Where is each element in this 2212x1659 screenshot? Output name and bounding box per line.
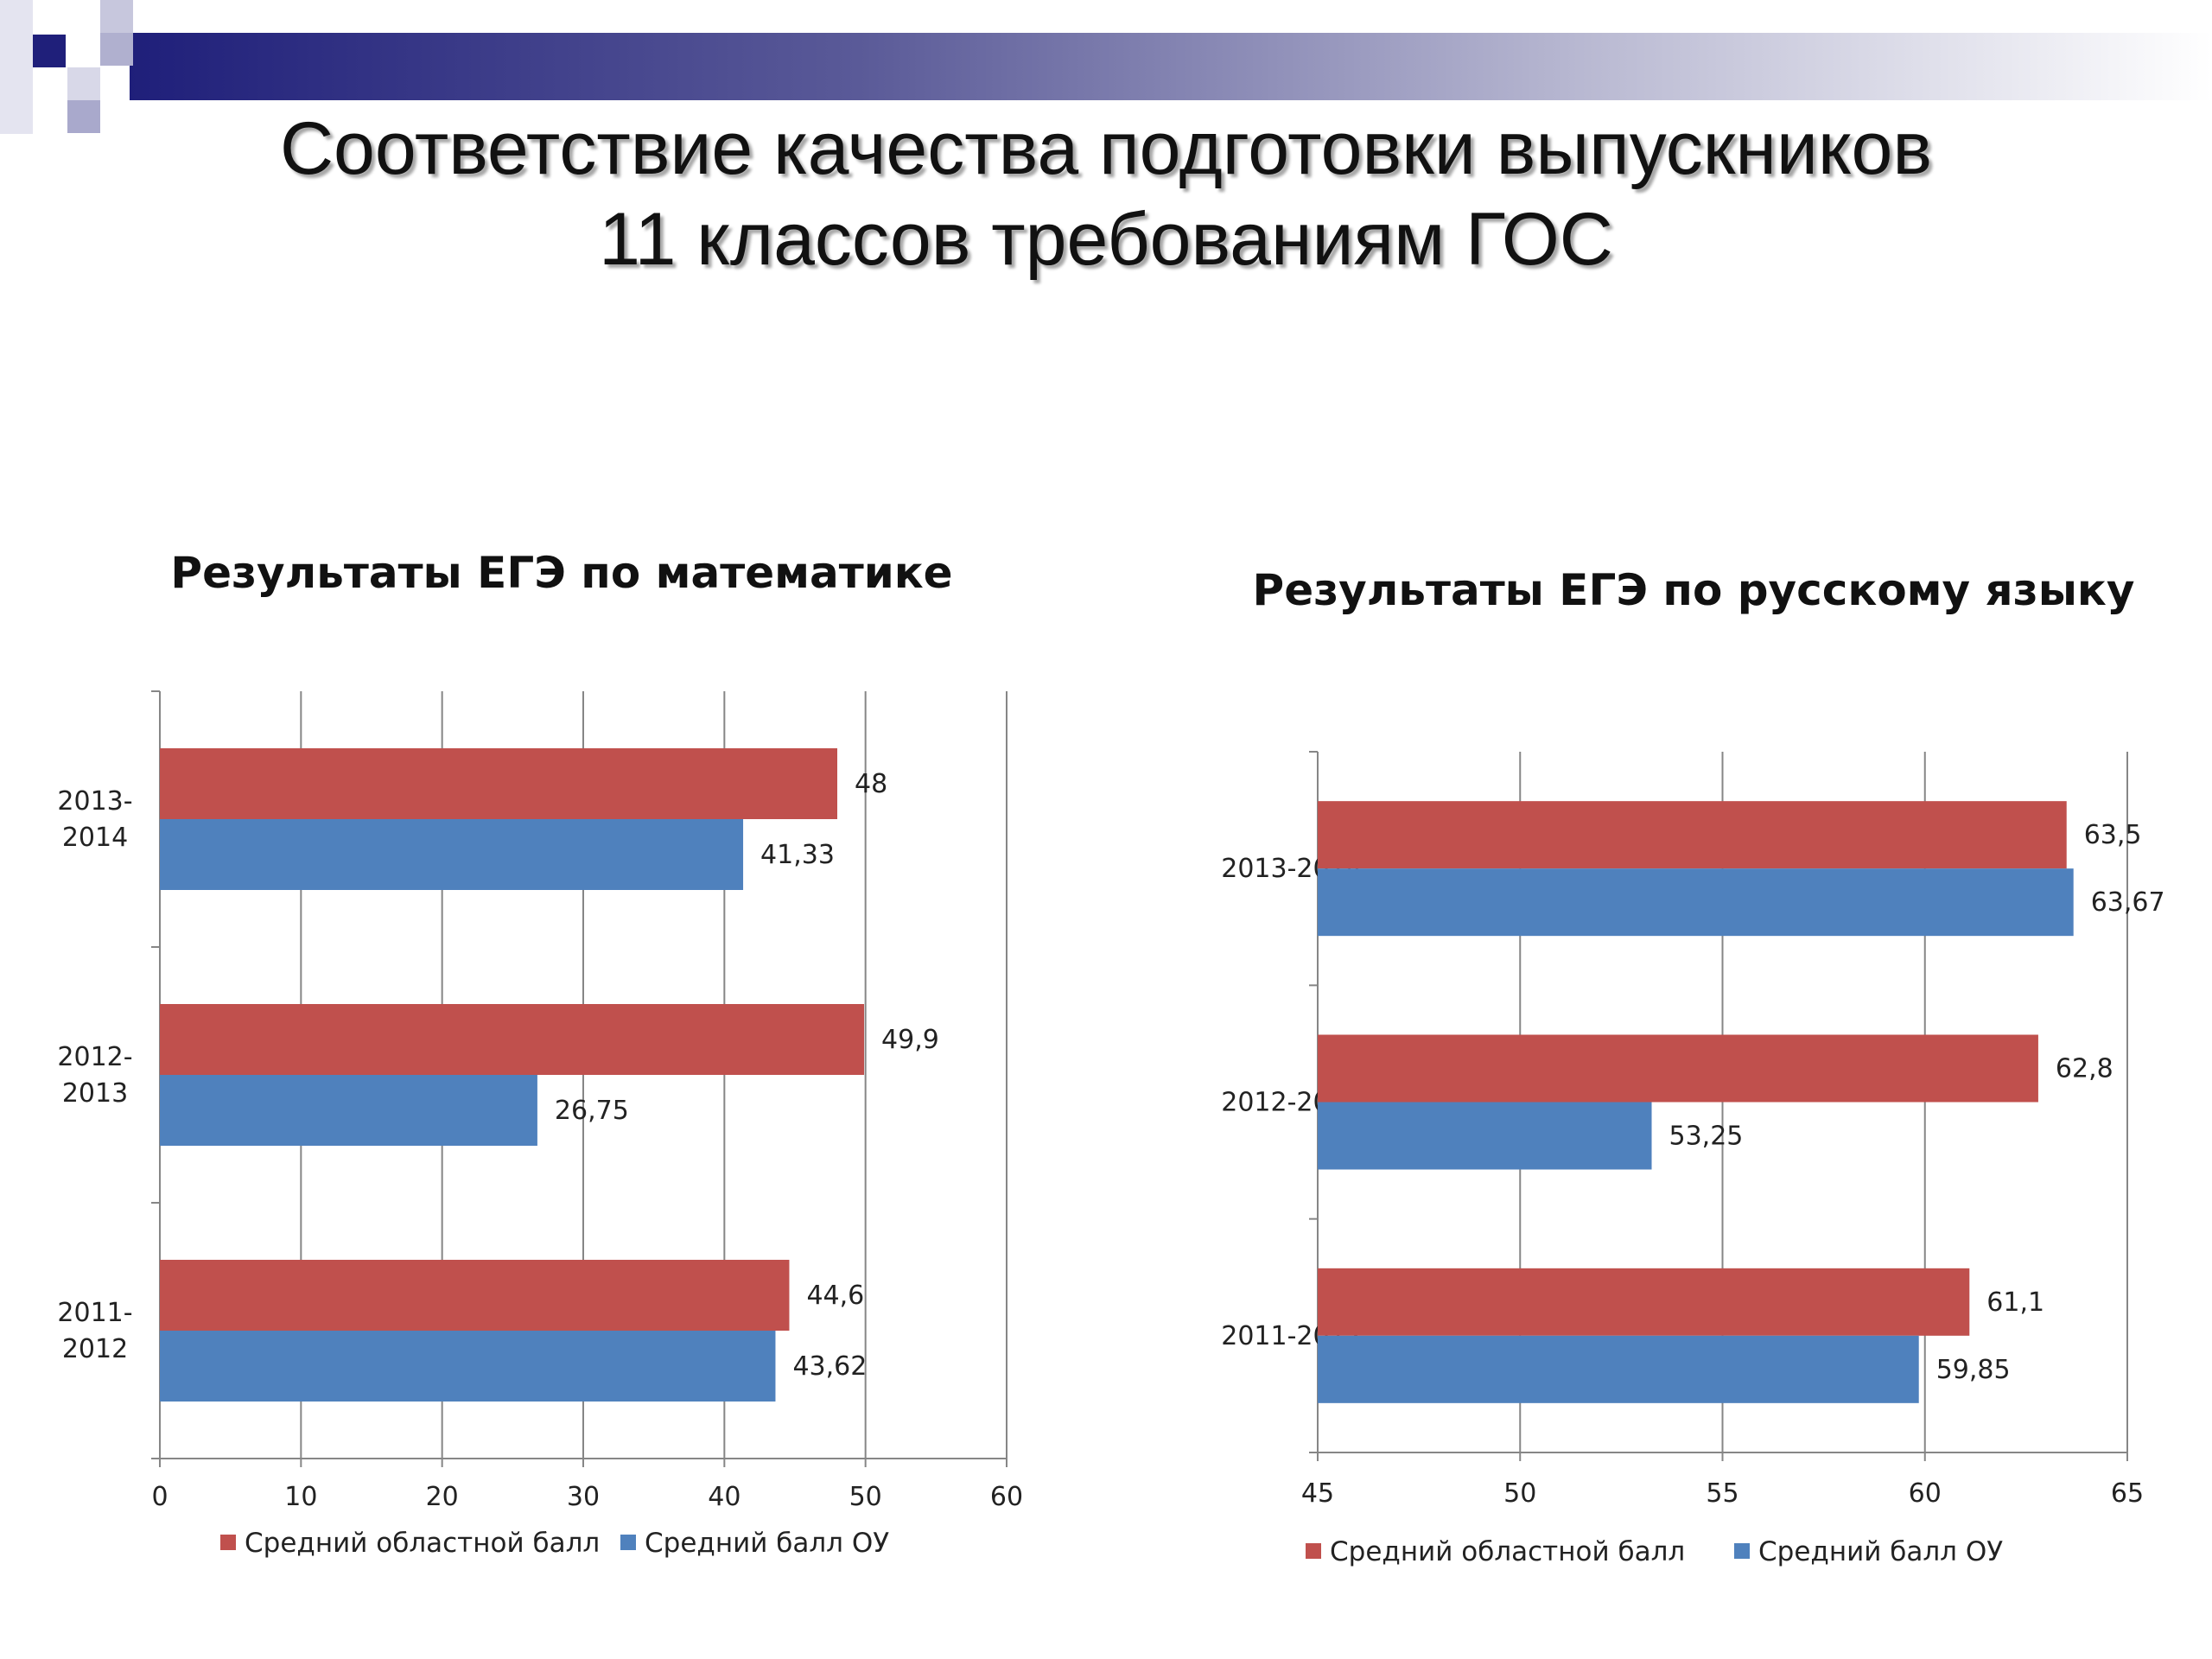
legend-label: Средний балл ОУ [1758, 1536, 2003, 1567]
x-tick-label: 0 [151, 1482, 168, 1512]
x-tick-label: 60 [1909, 1478, 1942, 1509]
x-tick-label: 55 [1706, 1478, 1738, 1509]
category-label: 2013-2014 [57, 786, 132, 853]
data-label: 43,62 [792, 1351, 867, 1382]
chart-title: Результаты ЕГЭ по русскому языку [1253, 565, 2135, 615]
data-label: 49,9 [881, 1025, 939, 1055]
legend-label: Средний балл ОУ [645, 1528, 889, 1559]
legend-swatch [1306, 1543, 1321, 1559]
x-tick-label: 45 [1301, 1478, 1334, 1509]
data-label: 48 [855, 769, 887, 799]
bar-school-average [1318, 1102, 1652, 1170]
data-label: 59,85 [1936, 1355, 2011, 1385]
category-label: 2012-2013 [57, 1042, 132, 1109]
header-gradient-band [130, 33, 2212, 100]
x-tick-label: 20 [426, 1482, 459, 1512]
math-results-chart: Результаты ЕГЭ по математике 0 10 20 30 40 50 6… [57, 548, 1023, 1559]
bar-school-average [160, 1075, 537, 1146]
bar-school-average [1318, 868, 2074, 937]
header-decoration [0, 0, 2212, 134]
slide-title: Соответствие качества подготовки выпускн… [0, 104, 2212, 285]
bar-regional-average [1318, 801, 2067, 869]
legend-label: Средний областной балл [245, 1528, 600, 1559]
data-label: 41,33 [760, 840, 835, 870]
bar-regional-average [1318, 1268, 1970, 1336]
data-label: 63,67 [2091, 887, 2165, 918]
x-tick-label: 50 [849, 1482, 882, 1512]
deco-square [67, 67, 100, 100]
x-tick-label: 30 [567, 1482, 600, 1512]
bar-school-average [160, 819, 744, 890]
legend-swatch [1734, 1543, 1750, 1559]
deco-square [0, 0, 33, 134]
bar-school-average [160, 1331, 776, 1402]
deco-square [100, 0, 133, 33]
slide-title-line-1: Соответствие качества подготовки выпускн… [279, 107, 1933, 190]
deco-square [100, 33, 133, 66]
bar-regional-average [160, 748, 837, 819]
slide-title-line-2: 11 классов требованиям ГОС [599, 198, 1613, 281]
category-label: 2011-2012 [57, 1298, 132, 1364]
bar-regional-average [160, 1260, 790, 1331]
data-label: 44,6 [806, 1281, 864, 1311]
bar-regional-average [160, 1004, 865, 1075]
x-tick-label: 40 [708, 1482, 741, 1512]
legend-label: Средний областной балл [1330, 1536, 1685, 1567]
x-tick-label: 65 [2111, 1478, 2144, 1509]
bar-regional-average [1318, 1034, 2038, 1103]
legend-swatch [220, 1535, 236, 1550]
russian-results-chart: Результаты ЕГЭ по русскому языку 45 50 55 60… [1221, 565, 2165, 1567]
data-label: 53,25 [1669, 1122, 1744, 1152]
deco-square [67, 100, 100, 133]
data-label: 26,75 [555, 1096, 629, 1126]
data-label: 62,8 [2056, 1054, 2113, 1084]
bar-school-average [1318, 1335, 1919, 1403]
data-label: 61,1 [1986, 1287, 2044, 1318]
x-tick-label: 10 [284, 1482, 317, 1512]
x-tick-label: 60 [990, 1482, 1023, 1512]
legend-swatch [620, 1535, 636, 1550]
deco-square [33, 35, 66, 67]
chart-title: Результаты ЕГЭ по математике [170, 548, 952, 598]
x-tick-label: 50 [1503, 1478, 1536, 1509]
data-label: 63,5 [2084, 820, 2142, 850]
